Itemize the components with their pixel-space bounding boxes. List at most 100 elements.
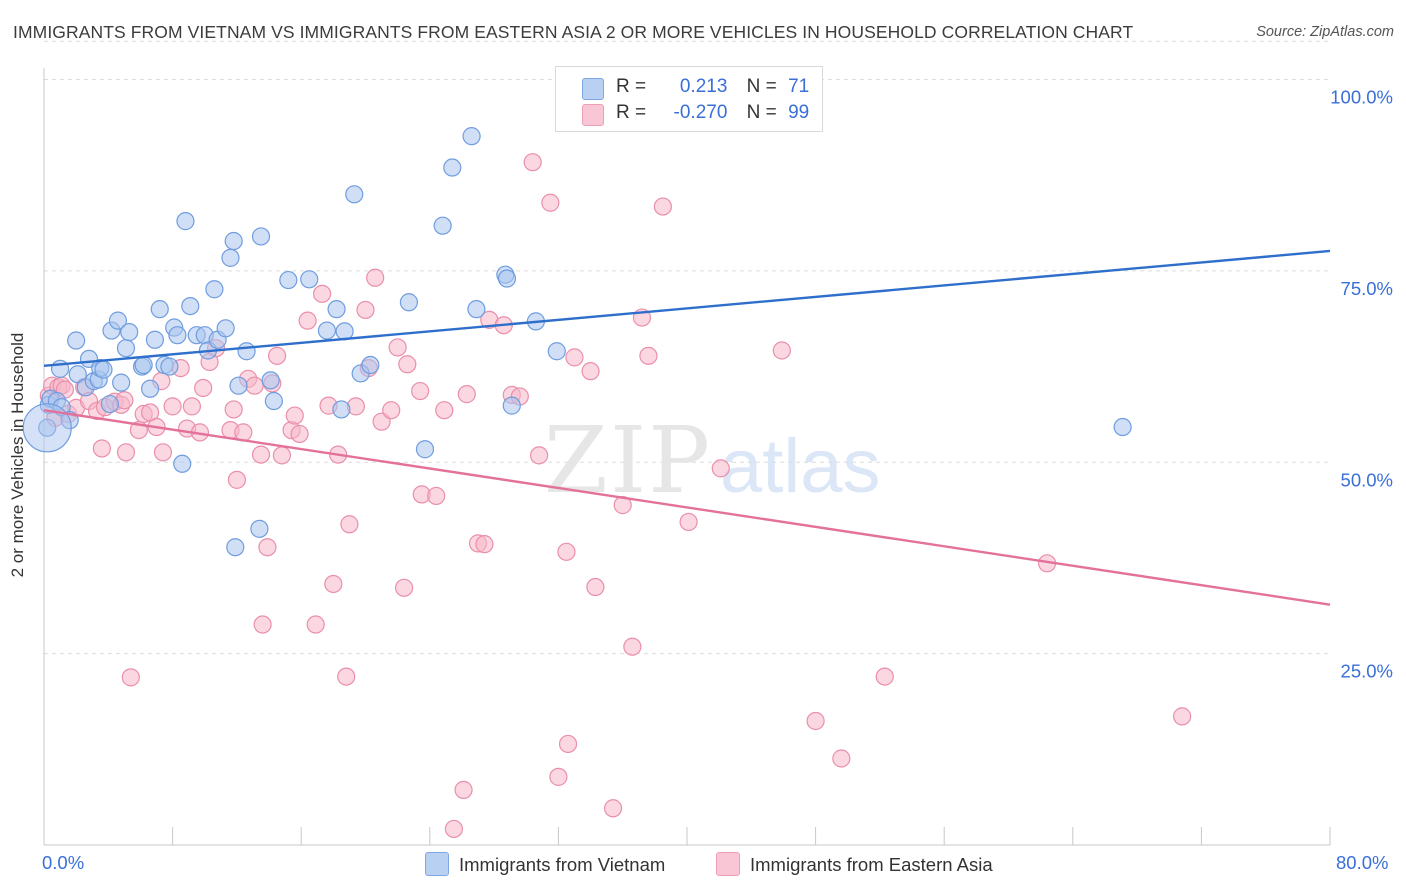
data-point (285, 406, 304, 425)
data-point (251, 227, 271, 246)
legend-item-vietnam: Immigrants from Vietnam (425, 852, 665, 878)
data-point (603, 799, 623, 818)
data-point (679, 512, 698, 532)
data-point (237, 342, 256, 361)
data-point (547, 342, 566, 361)
data-point (565, 348, 584, 367)
data-point (226, 538, 245, 557)
data-point (623, 637, 642, 656)
data-point (467, 300, 486, 319)
data-point (1113, 417, 1132, 437)
data-point (875, 667, 894, 686)
legend-n-value: 99 (788, 102, 810, 123)
data-point (261, 371, 280, 390)
data-point (216, 319, 235, 338)
data-point-large (22, 403, 72, 453)
legend-r-label: R = (616, 102, 647, 123)
data-point (541, 193, 560, 212)
data-point (224, 400, 243, 419)
data-point (557, 542, 576, 561)
data-point (153, 443, 173, 462)
chart-title: IMMIGRANTS FROM VIETNAM VS IMMIGRANTS FR… (13, 22, 1134, 42)
legend-swatch-pink (582, 104, 604, 126)
data-point (140, 379, 160, 398)
data-point (194, 378, 213, 398)
data-point (454, 780, 473, 799)
data-point (502, 396, 521, 415)
data-point (806, 711, 825, 731)
data-point (317, 321, 337, 340)
data-point (121, 668, 140, 687)
data-point (549, 767, 568, 786)
data-point (523, 153, 542, 172)
legend-swatch-blue (425, 852, 449, 876)
x-tick-max: 80.0% (1336, 852, 1389, 873)
data-point (444, 819, 464, 839)
data-point (116, 339, 136, 358)
data-point (415, 440, 435, 459)
data-point (394, 578, 414, 597)
data-point (279, 270, 298, 290)
watermark-zip: ZIP (544, 407, 712, 514)
data-point (108, 311, 128, 330)
data-point (224, 231, 243, 251)
data-point (340, 515, 359, 534)
data-point (173, 454, 192, 473)
data-point (221, 248, 240, 267)
data-point (475, 535, 494, 554)
data-point (182, 397, 201, 416)
data-point (229, 376, 248, 395)
data-point (462, 127, 481, 146)
y-tick-label: 75.0% (1341, 278, 1393, 299)
data-point (332, 400, 351, 419)
legend-n-label: N = (746, 102, 777, 123)
data-point (327, 300, 346, 319)
data-point (398, 355, 417, 374)
data-point (267, 346, 287, 365)
legend-r-value: -0.270 (673, 102, 728, 123)
data-point (639, 346, 658, 365)
legend-label: Immigrants from Vietnam (459, 854, 666, 875)
data-point (253, 615, 272, 634)
series-eastern-asia (39, 153, 1192, 839)
data-point (134, 355, 153, 375)
data-point (711, 459, 730, 478)
data-point (772, 341, 791, 360)
data-point (250, 519, 269, 538)
data-point (433, 216, 452, 235)
trend-line-eastern-asia (43, 409, 1331, 606)
data-point (361, 355, 380, 375)
data-point (306, 615, 325, 634)
data-point (586, 577, 605, 597)
watermark: ZIP atlas (544, 407, 881, 514)
data-point (150, 300, 169, 319)
data-point (227, 470, 246, 489)
data-point (300, 270, 319, 289)
data-point (168, 326, 187, 345)
data-point (176, 212, 195, 231)
legend-label: Immigrants from Eastern Asia (750, 854, 993, 875)
data-point (356, 300, 375, 320)
y-axis-label: 2 or more Vehicles in Household (8, 332, 27, 578)
data-point (251, 445, 271, 464)
data-point (94, 360, 113, 379)
correlation-legend: R = 0.213 N = 71 R = -0.270 N = 99 (555, 66, 823, 132)
data-point (145, 330, 165, 349)
data-point (245, 376, 264, 395)
data-point (530, 446, 549, 465)
data-point (435, 401, 454, 420)
data-point (411, 381, 430, 401)
data-point (290, 424, 309, 444)
data-point (120, 323, 139, 342)
data-point (366, 268, 385, 287)
data-point (497, 269, 517, 288)
legend-swatch-pink (716, 852, 740, 876)
data-point (1173, 707, 1192, 726)
data-point (337, 667, 356, 686)
data-point (264, 391, 283, 411)
legend-item-eastern-asia: Immigrants from Eastern Asia (716, 852, 993, 878)
y-tick-label: 25.0% (1341, 661, 1393, 682)
data-point (100, 394, 120, 414)
data-point (443, 158, 462, 177)
